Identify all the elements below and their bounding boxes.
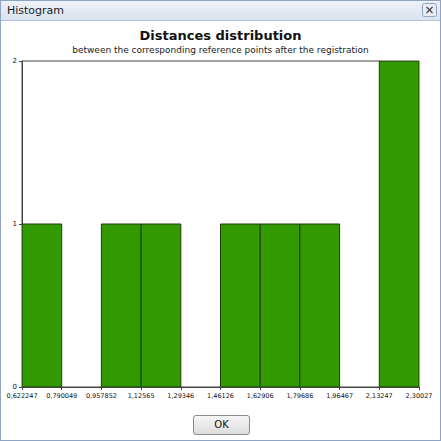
svg-text:2,30027: 2,30027	[406, 392, 433, 400]
svg-text:between the corresponding refe: between the corresponding reference poin…	[72, 45, 369, 55]
svg-text:1,46126: 1,46126	[207, 392, 234, 400]
svg-text:1,29346: 1,29346	[167, 392, 194, 400]
svg-text:0,790049: 0,790049	[46, 392, 77, 400]
svg-text:1: 1	[13, 220, 17, 228]
svg-text:1,96467: 1,96467	[326, 392, 353, 400]
svg-text:1,62906: 1,62906	[247, 392, 274, 400]
svg-text:0: 0	[13, 383, 17, 391]
svg-text:0,957852: 0,957852	[86, 392, 117, 400]
html-text:Histogram: Histogram	[7, 4, 65, 17]
svg-text:1,12565: 1,12565	[128, 392, 155, 400]
svg-text:Distances distribution: Distances distribution	[139, 28, 301, 43]
svg-text:2: 2	[13, 57, 17, 65]
svg-text:2,13247: 2,13247	[366, 392, 393, 400]
svg-text:0,622247: 0,622247	[6, 392, 37, 400]
html-text:OK: OK	[214, 419, 229, 430]
svg-text:1,79686: 1,79686	[286, 392, 313, 400]
